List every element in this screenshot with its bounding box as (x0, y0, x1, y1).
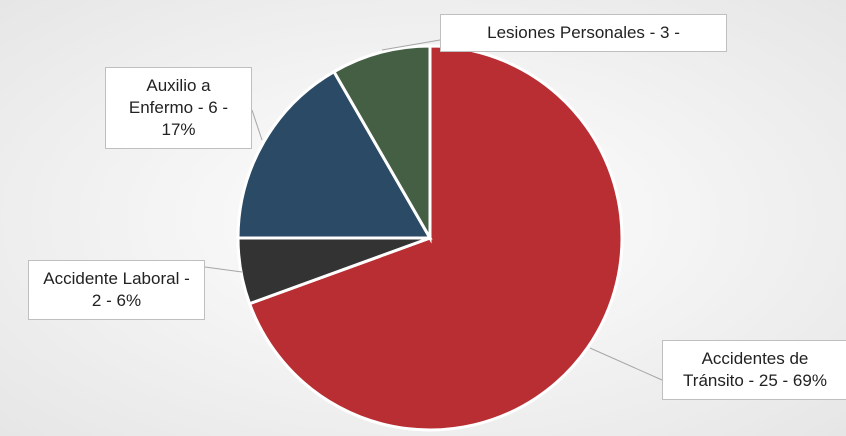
data-label: Accidentes de Tránsito - 25 - 69% (662, 340, 846, 400)
pie-slice (247, 44, 624, 432)
leader-line (589, 347, 663, 381)
data-label: Auxilio a Enfermo - 6 - 17% (105, 67, 252, 149)
leader-line (381, 39, 441, 51)
leader-line (204, 266, 243, 273)
pie-slice (331, 44, 432, 244)
data-label: Lesiones Personales - 3 - (440, 14, 727, 52)
pie-slice (236, 69, 433, 240)
data-label: Accidente Laboral - 2 - 6% (28, 260, 205, 320)
leader-line (251, 109, 263, 141)
